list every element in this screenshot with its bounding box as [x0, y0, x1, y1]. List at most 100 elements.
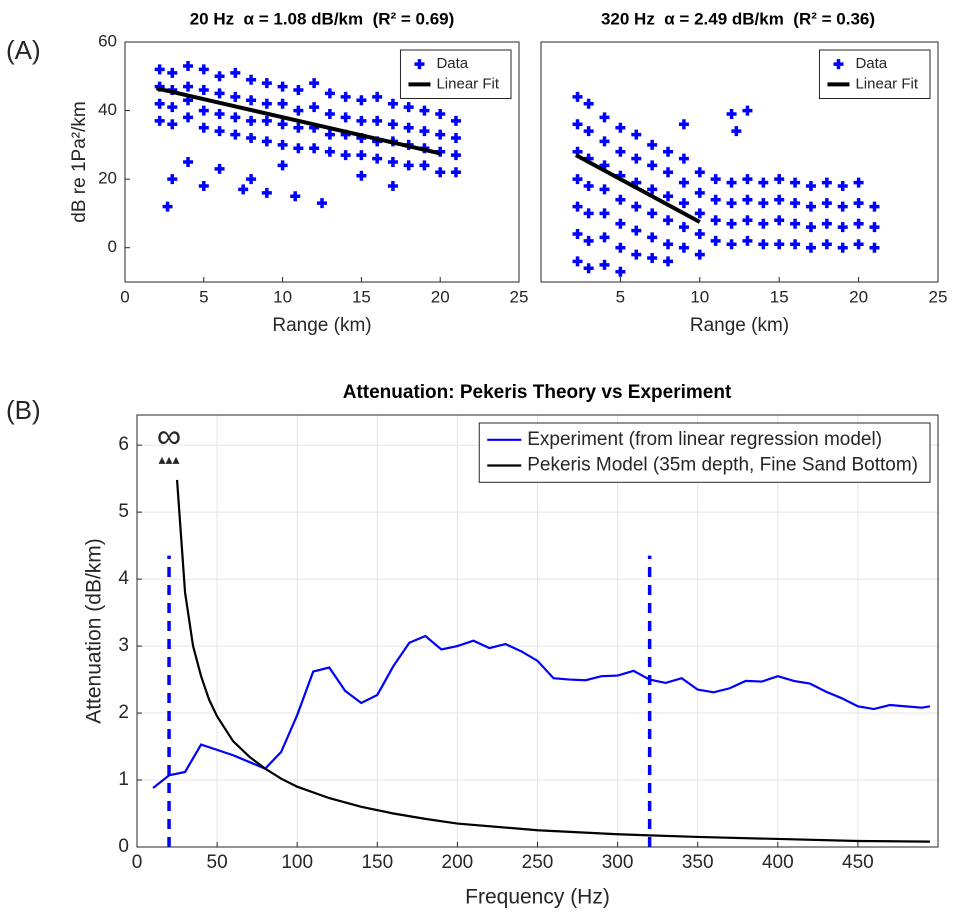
data-point	[678, 242, 689, 253]
data-point	[583, 181, 594, 191]
data-point	[615, 218, 626, 229]
data-point	[198, 64, 209, 75]
data-point	[742, 235, 753, 246]
x-axis-label: Frequency (Hz)	[465, 886, 610, 909]
data-point	[154, 115, 165, 126]
y-tick-label: 60	[98, 31, 117, 50]
data-point	[309, 143, 320, 154]
data-point	[419, 126, 430, 137]
data-point	[710, 215, 721, 226]
data-point	[583, 98, 594, 109]
x-tick-label: 10	[273, 287, 292, 306]
data-point	[615, 122, 626, 133]
legend-box	[818, 49, 931, 99]
data-point	[230, 112, 241, 123]
data-point	[821, 239, 832, 250]
y-tick-label: 3	[118, 635, 129, 656]
data-point	[710, 235, 721, 246]
data-point	[324, 109, 335, 119]
data-line	[574, 153, 701, 224]
data-point	[246, 115, 257, 126]
data-point	[869, 201, 880, 212]
data-point	[758, 198, 769, 209]
panel-label: (B)	[6, 395, 41, 425]
legend-swatch	[414, 59, 425, 70]
data-point	[853, 198, 864, 209]
plot-frame	[540, 41, 939, 283]
legend-label: Data	[436, 55, 468, 72]
data-line	[175, 479, 931, 843]
y-tick-label: 0	[118, 836, 129, 857]
legend-label: Linear Fit	[855, 75, 918, 92]
data-point	[631, 249, 642, 260]
plot-frame	[136, 414, 939, 848]
x-tick-label: 400	[762, 852, 794, 873]
chart-title: 320 Hz α = 2.49 dB/km (R² = 0.36)	[601, 9, 875, 28]
data-point	[387, 157, 398, 167]
data-point	[710, 174, 721, 185]
data-point	[678, 198, 689, 209]
y-tick-label: 4	[118, 568, 129, 589]
data-point	[678, 177, 689, 188]
data-point	[583, 126, 594, 137]
data-point	[599, 184, 610, 195]
data-point	[647, 253, 658, 263]
data-point	[167, 174, 178, 185]
data-point	[246, 133, 257, 143]
data-point	[238, 184, 249, 195]
y-tick-label: 6	[118, 434, 129, 455]
data-point	[372, 115, 383, 126]
data-point	[246, 174, 257, 185]
data-point	[293, 85, 304, 95]
data-point	[230, 91, 241, 102]
data-point	[790, 198, 801, 209]
legend: Data Linear Fit	[399, 49, 512, 99]
data-point	[599, 208, 610, 219]
data-point	[615, 266, 626, 277]
data-point	[572, 91, 583, 102]
data-line	[152, 634, 931, 789]
data-point	[583, 208, 594, 219]
data-point	[214, 109, 225, 119]
data-point	[869, 222, 880, 233]
x-tick-label: 5	[199, 287, 208, 306]
x-tick-label: 50	[207, 852, 228, 873]
data-point	[340, 150, 351, 161]
legend-box	[478, 422, 931, 483]
data-point	[230, 67, 241, 78]
data-point	[572, 201, 583, 212]
data-point	[309, 78, 320, 89]
data-point	[214, 163, 225, 174]
data-point	[837, 242, 848, 253]
legend-label: Data	[855, 55, 887, 72]
data-point	[758, 218, 769, 229]
data-point	[790, 177, 801, 188]
data-point	[821, 177, 832, 188]
data-point	[647, 184, 658, 195]
data-point	[694, 249, 705, 260]
data-point	[435, 109, 446, 119]
data-point	[198, 105, 209, 116]
data-point	[583, 235, 594, 246]
data-point	[758, 239, 769, 250]
panel-label: (A)	[6, 35, 41, 65]
data-point	[774, 194, 785, 205]
x-tick-label: 300	[602, 852, 634, 873]
data-point	[261, 98, 272, 109]
data-point	[162, 201, 173, 212]
data-point	[230, 129, 241, 140]
data-point	[356, 95, 367, 106]
data-point	[403, 160, 414, 171]
data-point	[572, 229, 583, 239]
data-point	[694, 187, 705, 198]
x-tick-label: 20	[849, 287, 868, 306]
data-point	[790, 218, 801, 229]
data-point	[214, 126, 225, 137]
data-point	[647, 139, 658, 150]
data-point	[615, 194, 626, 205]
data-point	[599, 136, 610, 147]
data-point	[837, 181, 848, 191]
data-point	[869, 242, 880, 253]
data-point	[340, 112, 351, 123]
